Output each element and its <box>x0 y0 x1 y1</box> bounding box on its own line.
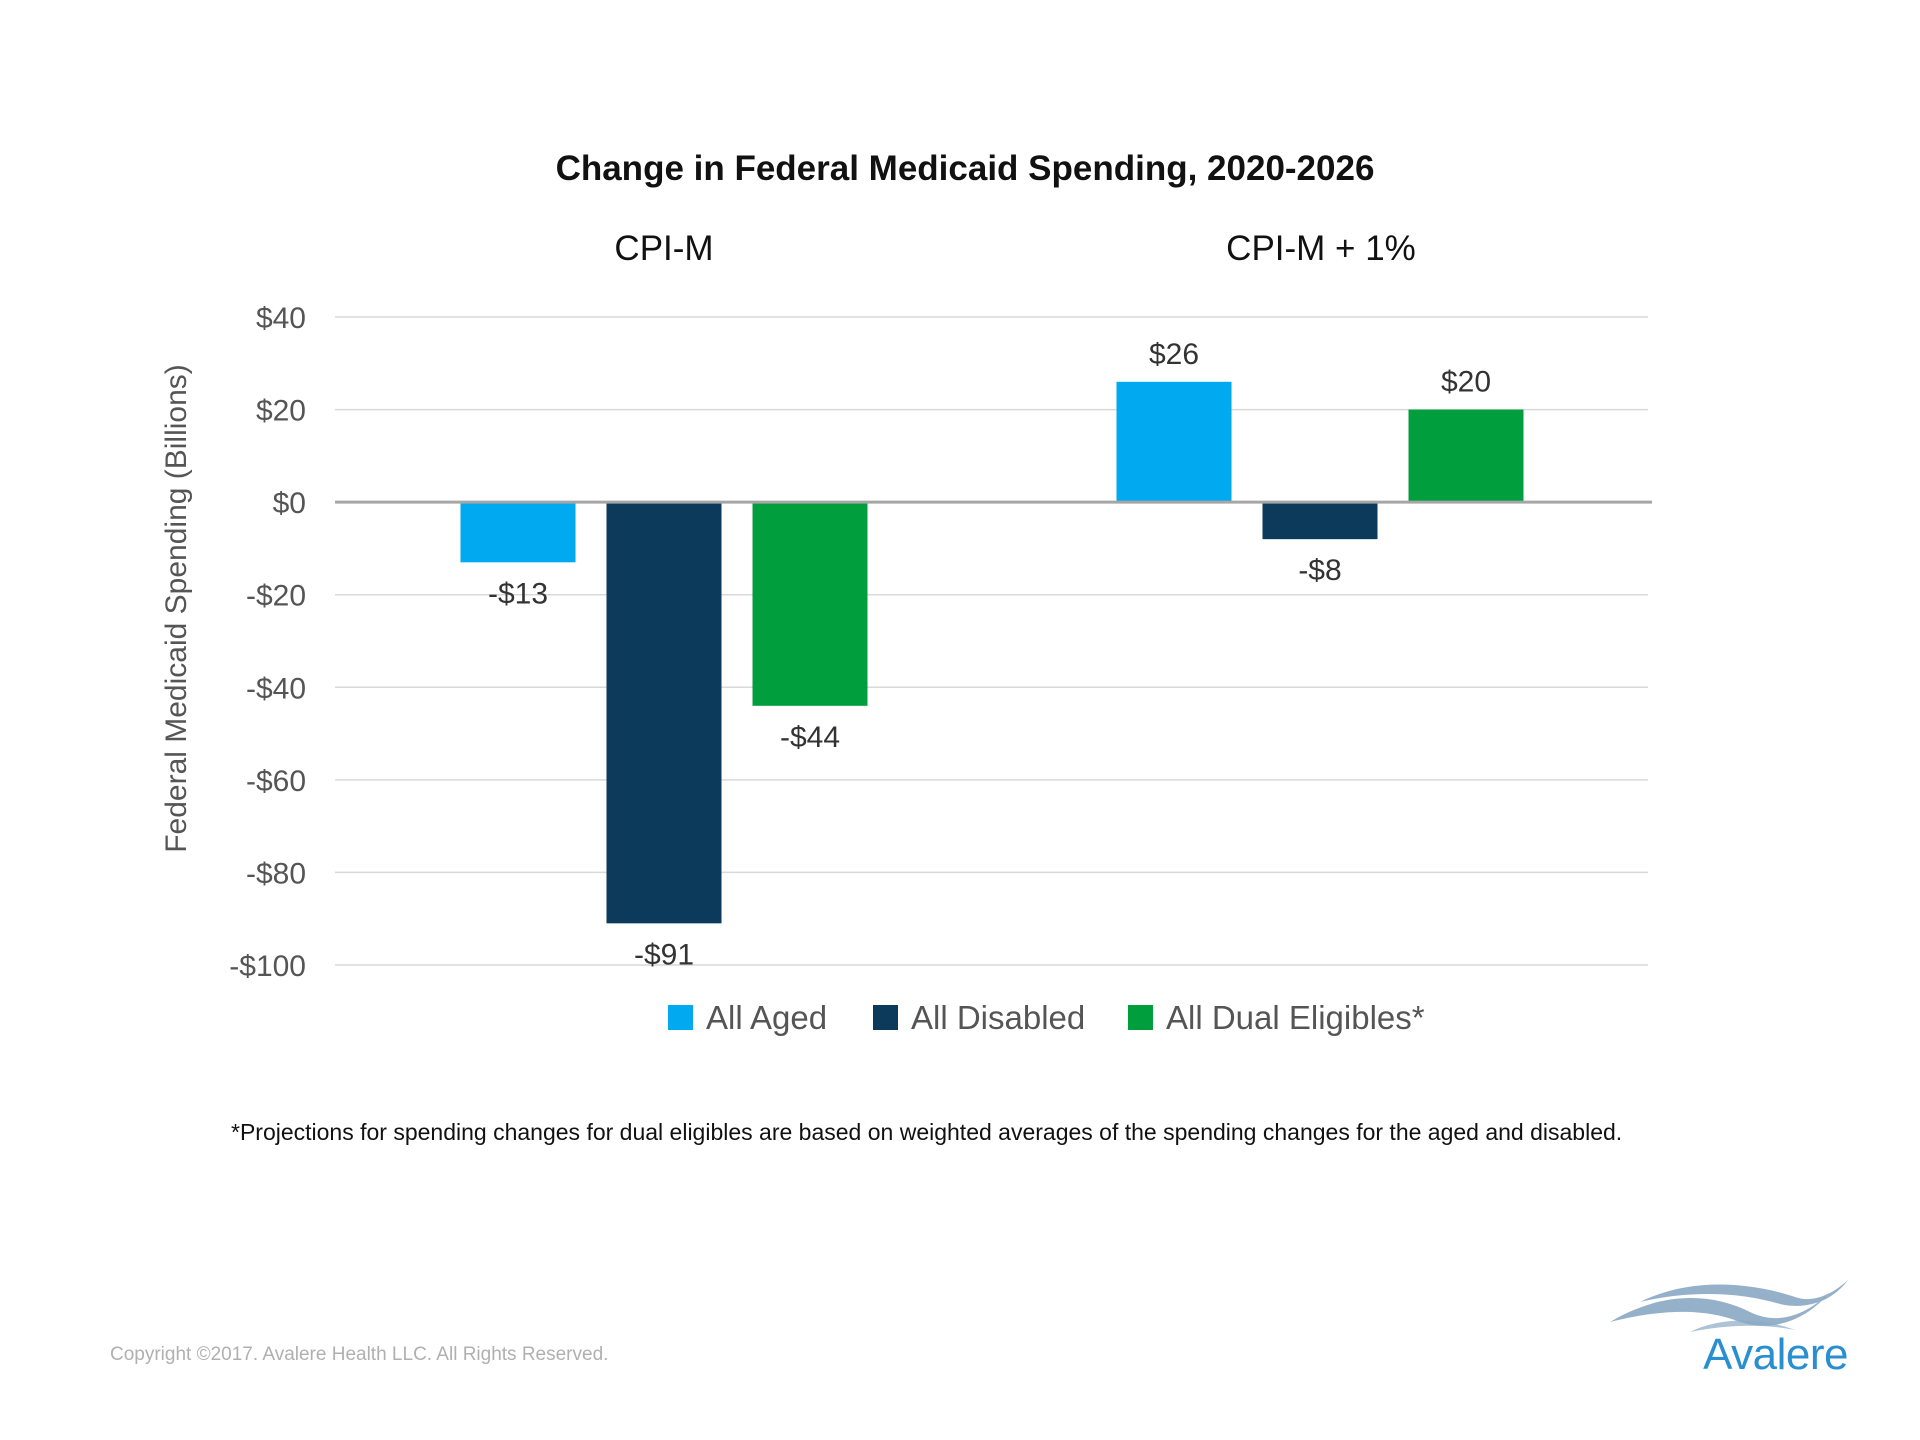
footnote: *Projections for spending changes for du… <box>231 1119 1623 1145</box>
legend: All Aged All Disabled All Dual Eligibles* <box>668 999 1425 1036</box>
avalere-logo: Avalere <box>1600 1272 1860 1382</box>
legend-label: All Dual Eligibles* <box>1166 999 1425 1036</box>
y-tick-label: $40 <box>256 302 306 335</box>
bar <box>752 502 868 706</box>
bars <box>460 381 1524 924</box>
legend-swatch <box>1128 1005 1153 1030</box>
copyright-notice: Copyright ©2017. Avalere Health LLC. All… <box>110 1344 609 1365</box>
bar <box>606 502 722 924</box>
legend-label: All Aged <box>706 999 827 1036</box>
y-tick-label: $20 <box>256 395 306 428</box>
y-tick-label: -$20 <box>246 580 306 613</box>
y-tick-label: -$100 <box>229 950 306 983</box>
data-label: -$91 <box>634 938 694 971</box>
labels: Change in Federal Medicaid Spending, 202… <box>160 149 1491 983</box>
y-axis-label: Federal Medicaid Spending (Billions) <box>160 364 193 853</box>
data-label: -$13 <box>488 577 548 610</box>
category-label: CPI-M + 1% <box>1226 229 1416 268</box>
bar <box>1116 381 1232 503</box>
data-label: $20 <box>1441 366 1491 399</box>
bar <box>1262 502 1378 540</box>
category-label: CPI-M <box>614 229 713 268</box>
y-tick-label: $0 <box>273 487 306 520</box>
y-tick-label: -$60 <box>246 765 306 798</box>
logo-wordmark: Avalere <box>1703 1330 1848 1379</box>
y-tick-label: -$40 <box>246 672 306 705</box>
bar <box>460 502 576 563</box>
avalere-wave-icon <box>1610 1280 1848 1332</box>
legend-label: All Disabled <box>911 999 1085 1036</box>
data-label: -$44 <box>780 721 840 754</box>
legend-swatch <box>668 1005 693 1030</box>
bar <box>1408 409 1524 503</box>
chart-title: Change in Federal Medicaid Spending, 202… <box>556 149 1375 188</box>
data-label: $26 <box>1149 338 1199 371</box>
data-label: -$8 <box>1298 554 1341 587</box>
y-tick-label: -$80 <box>246 857 306 890</box>
legend-swatch <box>873 1005 898 1030</box>
gridlines <box>335 316 1648 966</box>
